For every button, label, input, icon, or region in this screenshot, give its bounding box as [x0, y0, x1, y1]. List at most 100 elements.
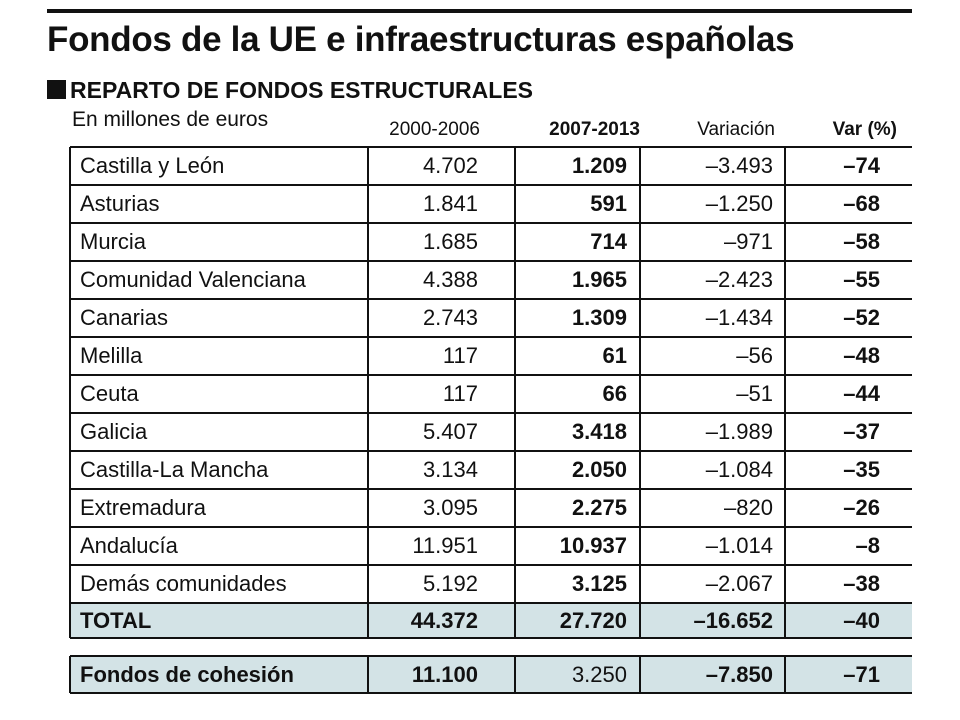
cell-value: 4.388	[422, 267, 478, 292]
row-rule	[70, 450, 912, 452]
cell-value: –1.014	[705, 533, 773, 558]
column-rule	[514, 656, 516, 693]
column-rule	[69, 375, 71, 413]
column-rule	[69, 413, 71, 451]
cell-value: 3.250	[571, 661, 627, 687]
cell-value: –40	[843, 607, 880, 633]
column-rule	[367, 261, 369, 299]
row-rule	[70, 374, 912, 376]
cell-value: 3.134	[422, 457, 478, 482]
row-rule	[70, 526, 912, 528]
column-rule	[69, 261, 71, 299]
column-rule	[69, 451, 71, 489]
row-band	[70, 656, 912, 693]
cell-value: 27.720	[559, 607, 627, 633]
column-rule	[69, 337, 71, 375]
row-label: Ceuta	[80, 381, 139, 406]
column-rule	[784, 375, 786, 413]
unit-note: En millones de euros	[72, 108, 269, 131]
row-label: Andalucía	[80, 533, 178, 558]
cell-value: –55	[843, 267, 880, 292]
column-rule	[367, 413, 369, 451]
cell-value: 44.372	[410, 607, 478, 633]
column-rule	[514, 185, 516, 223]
column-rule	[514, 261, 516, 299]
cell-value: –1.434	[705, 305, 773, 330]
cell-value: 1.965	[571, 267, 627, 292]
column-rule	[367, 375, 369, 413]
cell-value: 10.937	[559, 533, 627, 558]
column-rule	[639, 656, 641, 693]
cell-value: –52	[843, 305, 880, 330]
cell-value: 2.275	[571, 495, 627, 520]
column-rule	[784, 565, 786, 603]
column-rule	[69, 527, 71, 565]
cell-value: 5.407	[422, 419, 478, 444]
column-rule	[784, 147, 786, 185]
column-rule	[514, 527, 516, 565]
column-rule	[514, 489, 516, 527]
column-rule	[639, 261, 641, 299]
cell-value: –74	[843, 153, 880, 178]
row-label: Galicia	[80, 419, 148, 444]
column-rule	[69, 489, 71, 527]
row-band	[70, 603, 912, 638]
row-label: Castilla-La Mancha	[80, 457, 269, 482]
row-rule	[70, 260, 912, 262]
row-label: Castilla y León	[80, 153, 225, 178]
column-rule	[784, 451, 786, 489]
column-rule	[784, 299, 786, 337]
column-rule	[639, 565, 641, 603]
cell-value: –971	[724, 229, 773, 254]
column-rule	[367, 185, 369, 223]
square-icon	[47, 80, 66, 99]
column-rule	[69, 223, 71, 261]
cell-value: –3.493	[705, 153, 773, 178]
cell-value: –16.652	[693, 607, 773, 633]
cell-value: 1.841	[422, 191, 478, 216]
column-rule	[639, 527, 641, 565]
column-rule	[784, 413, 786, 451]
column-rule	[784, 337, 786, 375]
column-rule	[367, 565, 369, 603]
column-rule	[514, 223, 516, 261]
cell-value: 66	[602, 381, 627, 406]
row-label: Comunidad Valenciana	[80, 267, 306, 292]
column-rule	[367, 299, 369, 337]
cell-value: 61	[602, 343, 627, 368]
column-rule	[514, 565, 516, 603]
cell-value: 11.100	[411, 661, 478, 687]
row-rule	[70, 564, 912, 566]
cell-value: 1.309	[571, 305, 627, 330]
row-rule	[70, 655, 912, 657]
column-rule	[514, 375, 516, 413]
cell-value: 2.050	[571, 457, 627, 482]
row-rule	[70, 184, 912, 186]
top-rule	[47, 9, 912, 13]
column-rule	[639, 413, 641, 451]
cell-value: 3.125	[571, 571, 627, 596]
column-rule	[69, 603, 71, 638]
row-rule	[70, 488, 912, 490]
column-rule	[367, 603, 369, 638]
column-rule	[367, 451, 369, 489]
column-rule	[639, 489, 641, 527]
cell-value: –1.250	[705, 191, 773, 216]
cell-value: 5.192	[422, 571, 478, 596]
cell-value: –51	[736, 381, 773, 406]
column-rule	[784, 656, 786, 693]
column-rule	[69, 656, 71, 693]
column-rule	[784, 185, 786, 223]
cell-value: –35	[843, 457, 880, 482]
column-rule	[367, 489, 369, 527]
row-label: Demás comunidades	[80, 571, 287, 596]
column-rule	[784, 223, 786, 261]
column-header: Variación	[697, 119, 775, 140]
column-rule	[784, 261, 786, 299]
row-rule	[70, 412, 912, 414]
cell-value: 3.418	[571, 419, 627, 444]
cell-value: –8	[855, 533, 880, 558]
cell-value: –2.067	[705, 571, 773, 596]
cell-value: –26	[843, 495, 880, 520]
